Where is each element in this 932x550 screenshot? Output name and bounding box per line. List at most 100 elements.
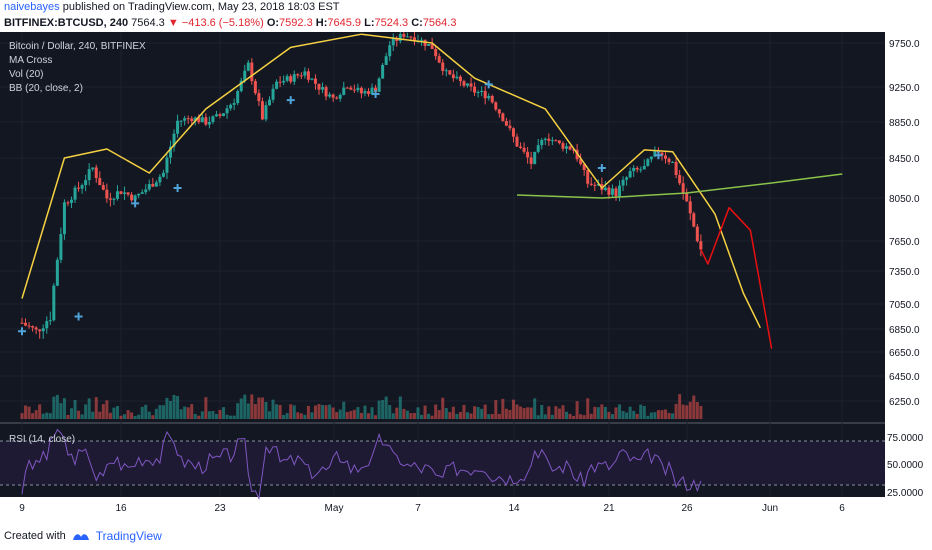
volume-bar (370, 407, 374, 419)
volume-bar (412, 413, 416, 419)
candle-body (126, 192, 130, 195)
volume-bar (462, 404, 466, 419)
volume-bar (674, 403, 678, 419)
candle-body (289, 76, 293, 82)
candle-body (533, 151, 537, 164)
volume-bar (533, 398, 537, 419)
candle-body (62, 202, 66, 235)
candle-body (94, 167, 98, 179)
volume-bar (497, 413, 501, 419)
candle-body (444, 70, 448, 72)
candle-body (632, 167, 636, 172)
candle-body (172, 133, 176, 147)
tradingview-logo-icon (72, 534, 89, 540)
candle-body (123, 192, 127, 194)
tradingview-link[interactable]: TradingView (95, 529, 162, 543)
volume-bar (660, 410, 664, 419)
ma-cross-marker (484, 80, 493, 89)
legend-symbol: Bitcoin / Dollar, 240, BITFINEX (9, 41, 146, 52)
volume-bar (586, 398, 590, 419)
volume-bar (105, 400, 109, 419)
price-chart[interactable]: 9750.0 9250.0 8850.0 8450.0 8050.0 7650.0 7350… (0, 32, 932, 520)
volume-bar (593, 406, 597, 419)
candle-body (547, 138, 551, 141)
candle-body (466, 83, 469, 86)
volume-bar (222, 407, 226, 419)
candle-body (352, 89, 356, 91)
y-axis-area (885, 32, 932, 520)
candle-body (328, 94, 332, 97)
candle-body (688, 201, 692, 214)
x-tick-label: 6 (839, 503, 845, 514)
volume-bar (147, 411, 151, 419)
symbol: BITFINEX:BTCUSD, 240 (4, 17, 129, 29)
volume-bar (582, 415, 586, 419)
candle-body (653, 151, 657, 157)
candle-body (264, 105, 268, 120)
candle-body (108, 198, 112, 200)
price-change: ▼ −413.6 (−5.18%) (167, 17, 264, 29)
candle-body (324, 87, 328, 97)
candle-body (310, 78, 314, 80)
volume-bar (536, 415, 540, 419)
author-link[interactable]: naivebayes (4, 1, 60, 13)
ma-cross-marker (654, 151, 663, 160)
candle-body (193, 117, 197, 122)
volume-bar (335, 412, 339, 419)
volume-bar (321, 405, 325, 419)
candle-body (519, 146, 523, 148)
candle-body (483, 90, 487, 99)
y-tick-label: 7350.0 (889, 267, 920, 278)
volume-bar (225, 414, 229, 419)
volume-bar (303, 414, 307, 419)
volume-bar (529, 407, 533, 419)
volume-bar (161, 405, 165, 419)
x-tick-label: 14 (508, 503, 520, 514)
legend-ma-cross: MA Cross (9, 55, 52, 66)
publisher-line: naivebayes published on TradingView.com,… (4, 1, 340, 13)
candle-body (151, 184, 155, 187)
volume-bar (618, 404, 622, 419)
volume-bar (349, 411, 353, 419)
candle-body (239, 80, 243, 92)
ma-cross-marker (74, 312, 83, 321)
candle-body (66, 202, 70, 204)
volume-bar (692, 395, 696, 419)
volume-bar (490, 414, 494, 419)
volume-bar (338, 409, 342, 419)
candle-body (572, 149, 576, 151)
candle-body (80, 185, 84, 189)
candle-body (455, 76, 459, 79)
volume-bar (87, 398, 91, 419)
volume-bar (494, 400, 498, 419)
candle-body (614, 188, 618, 197)
volume-bar (664, 409, 667, 419)
volume-bar (70, 408, 73, 419)
volume-bar (653, 412, 657, 419)
volume-bar (112, 407, 116, 419)
volume-bar (328, 404, 332, 419)
volume-bar (91, 411, 95, 419)
volume-bar (367, 413, 370, 419)
candle-body (246, 62, 250, 71)
candle-body (678, 175, 682, 184)
close-value: 7564.3 (422, 17, 457, 29)
open-value: 7592.3 (279, 17, 313, 29)
candle-body (448, 70, 452, 75)
candle-body (473, 86, 477, 93)
candle-body (299, 75, 303, 77)
candle-body (31, 326, 35, 328)
volume-bar (437, 410, 441, 419)
green-ma-line (516, 173, 843, 199)
candle-body (313, 78, 317, 84)
candle-body (543, 138, 547, 140)
volume-bar (504, 408, 508, 419)
candle-body (501, 113, 505, 122)
volume-bar (575, 401, 579, 419)
volume-bar (480, 408, 484, 419)
candle-body (681, 183, 685, 194)
candle-body (84, 180, 88, 186)
volume-bar (476, 406, 480, 419)
volume-bar (391, 413, 395, 419)
volume-bar (614, 407, 618, 419)
